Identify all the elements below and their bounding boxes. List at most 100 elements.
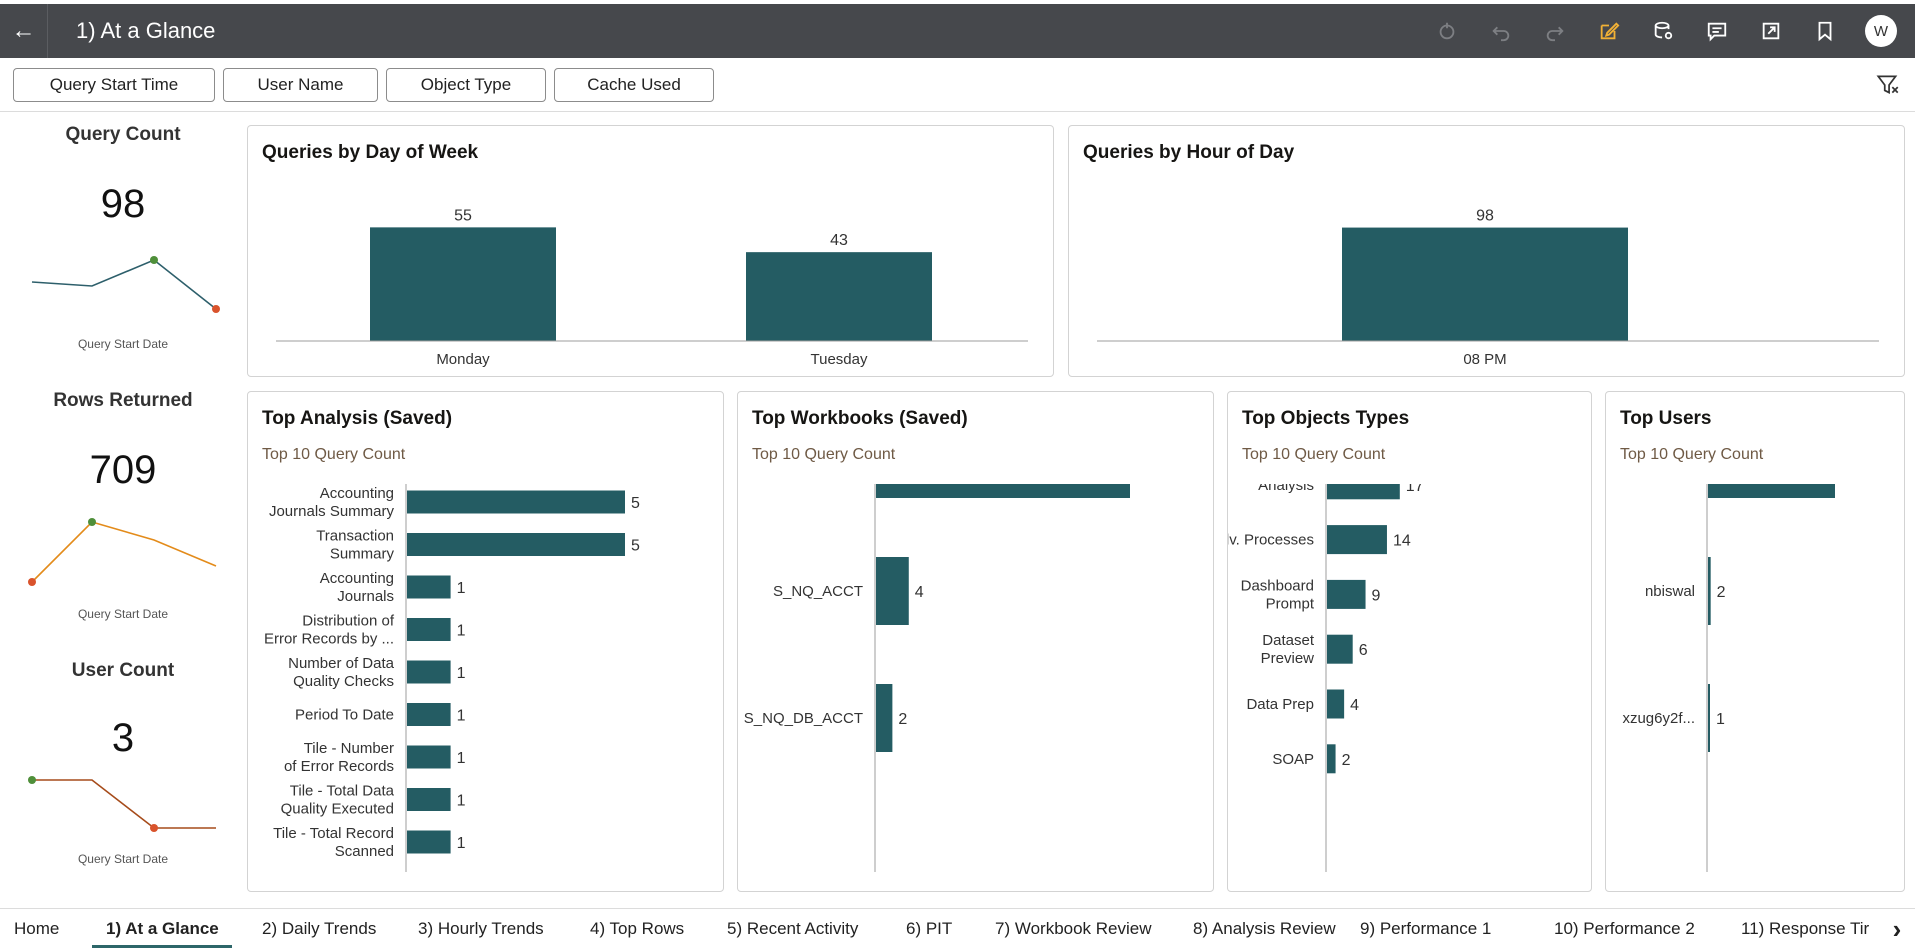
tabs-scroll-right-button[interactable]: › — [1879, 909, 1915, 948]
bar-accounting-journals[interactable] — [407, 575, 451, 599]
card-top-object-types[interactable]: Top Objects Types Top 10 Query Count 46W… — [1227, 391, 1592, 892]
data-label-number-of-data-quality-checks: 1 — [457, 665, 466, 682]
filter-icon[interactable] — [1875, 72, 1901, 98]
export-button[interactable] — [1755, 15, 1787, 47]
data-label-xzug6y2f: 1 — [1716, 711, 1725, 728]
data-label-tile-total-record-scanned: 1 — [457, 835, 466, 852]
card-top-users[interactable]: Top Users Top 10 Query Count 95fsafnd_u.… — [1605, 391, 1905, 892]
bar-chart: 55 Monday 43 Tuesday — [276, 207, 1028, 368]
card-queries-by-hour[interactable]: Queries by Hour of Day 98 08 PM — [1068, 125, 1905, 377]
bar-fsafnd-u[interactable] — [1708, 484, 1835, 498]
tab-9-performance-1[interactable]: 9) Performance 1 — [1360, 919, 1492, 938]
bar-accounting-journals-summary[interactable] — [407, 490, 625, 514]
bar-transaction-summary[interactable] — [407, 533, 625, 556]
bar-s-nq-acct[interactable] — [876, 557, 909, 625]
y-tick-label-accounting-journals-summary: Accounting Journals Summary — [269, 485, 395, 520]
card-queries-by-day[interactable]: Queries by Day of Week 55 Monday 43 Tuesday — [247, 125, 1054, 377]
tab-11-response-tir[interactable]: 11) Response Tir — [1741, 919, 1870, 938]
bar-data-prep[interactable] — [1327, 689, 1345, 719]
bar-s-nq-db-acct[interactable] — [876, 684, 893, 752]
data-button[interactable] — [1647, 15, 1679, 47]
x-tick-label-08-pm: 08 PM — [1463, 351, 1506, 368]
bar-monday[interactable] — [370, 227, 556, 341]
bar-08-pm[interactable] — [1342, 227, 1628, 341]
bar-tile-total-data-quality-executed[interactable] — [407, 788, 451, 811]
bar-xzug6y2f[interactable] — [1708, 684, 1710, 752]
data-label-tuesday: 43 — [830, 232, 848, 249]
refresh-icon — [1439, 22, 1455, 40]
sparkline-line — [32, 779, 216, 829]
toolbar: W — [1431, 4, 1897, 58]
bar-tuesday[interactable] — [746, 252, 932, 341]
tab-2-daily-trends[interactable]: 2) Daily Trends — [262, 919, 377, 938]
bar-distribution-of-error-records-by[interactable] — [407, 618, 451, 641]
bar-number-of-data-quality-checks[interactable] — [407, 660, 451, 684]
sparkline-rows-returned[interactable] — [28, 516, 222, 586]
chevron-right-icon: › — [1892, 913, 1902, 944]
data-label-transaction-summary: 5 — [631, 538, 640, 555]
tab-home[interactable]: Home — [14, 919, 60, 938]
card-title: Top Workbooks (Saved) — [752, 408, 968, 429]
filter-object-type[interactable]: Object Type — [386, 68, 546, 102]
card-top-analysis[interactable]: Top Analysis (Saved) Top 10 Query Count … — [247, 391, 724, 892]
edit-button[interactable] — [1593, 15, 1625, 47]
arrow-left-icon: ← — [11, 17, 36, 44]
sparkline-query-count[interactable] — [28, 250, 222, 320]
undo-button[interactable] — [1485, 15, 1517, 47]
tab-4-top-rows[interactable]: 4) Top Rows — [590, 919, 685, 938]
data-label-dashboard-prompt: 9 — [1372, 587, 1381, 604]
card-title: Queries by Hour of Day — [1083, 142, 1295, 163]
data-label-data-prep: 4 — [1350, 697, 1359, 714]
x-tick-label-monday: Monday — [436, 351, 490, 368]
bar-dataset-preview[interactable] — [1327, 634, 1353, 664]
bookmark-icon — [1818, 21, 1832, 42]
tab-3-hourly-trends[interactable]: 3) Hourly Trends — [418, 919, 544, 938]
tab-10-performance-2[interactable]: 10) Performance 2 — [1554, 919, 1695, 938]
redo-button[interactable] — [1539, 15, 1571, 47]
edit-icon — [1600, 22, 1620, 40]
y-tick-label-soap: SOAP — [1272, 751, 1314, 768]
active-tab-indicator — [92, 945, 232, 948]
tab-5-recent-activity[interactable]: 5) Recent Activity — [727, 919, 859, 938]
sparkline-line — [31, 259, 217, 310]
data-label-soap: 2 — [1342, 752, 1351, 769]
sparkline-user-count[interactable] — [28, 772, 222, 842]
card-title: Queries by Day of Week — [262, 142, 479, 163]
filter-query-start-time[interactable]: Query Start Time — [13, 68, 215, 102]
kpi-caption-rows-returned: Query Start Date — [77, 607, 169, 621]
bar-nbiswal[interactable] — [1708, 557, 1711, 625]
data-icon — [1654, 21, 1673, 40]
filter-cache-used[interactable]: Cache Used — [554, 68, 714, 102]
bar-dashboard-prompt[interactable] — [1327, 579, 1366, 609]
bar-tile-total-record-scanned[interactable] — [407, 830, 451, 854]
card-top-workbooks[interactable]: Top Workbooks (Saved) Top 10 Query Count… — [737, 391, 1214, 892]
comment-button[interactable] — [1701, 15, 1733, 47]
bar-operational-analytics[interactable] — [876, 484, 1130, 498]
tab-8-analysis-review[interactable]: 8) Analysis Review — [1193, 919, 1336, 938]
bar-adv-processes[interactable] — [1327, 525, 1387, 555]
refresh-button[interactable] — [1431, 15, 1463, 47]
y-tick-label-period-to-date: Period To Date — [295, 707, 394, 724]
bar-tile-number-of-error-records[interactable] — [407, 745, 451, 769]
y-tick-label-tile-total-data-quality-executed: Tile - Total Data Quality Executed — [281, 783, 395, 818]
bar-period-to-date[interactable] — [407, 703, 451, 726]
y-tick-label-tile-total-record-scanned: Tile - Total Record Scanned — [273, 825, 394, 860]
redo-icon — [1546, 26, 1564, 42]
card-subtitle: Top 10 Query Count — [262, 446, 406, 463]
sparkline-point-high — [28, 776, 36, 784]
sparkline-point-high — [150, 256, 158, 264]
bar-analysis[interactable] — [1327, 484, 1400, 500]
user-avatar[interactable]: W — [1865, 15, 1897, 47]
tab-7-workbook-review[interactable]: 7) Workbook Review — [995, 919, 1152, 938]
y-tick-label-s-nq-acct: S_NQ_ACCT — [773, 583, 863, 600]
tab-1-at-a-glance[interactable]: 1) At a Glance — [106, 919, 219, 938]
back-button[interactable]: ← — [0, 4, 48, 58]
data-label-distribution-of-error-records-by: 1 — [457, 623, 466, 640]
tab-6-pit[interactable]: 6) PIT — [906, 919, 953, 938]
y-tick-label-xzug6y2f: xzug6y2f... — [1622, 710, 1695, 727]
bar-chart: 5 Accounting Journals Summary 5 Transaction S… — [264, 484, 640, 872]
filter-user-name[interactable]: User Name — [223, 68, 378, 102]
bookmark-button[interactable] — [1809, 15, 1841, 47]
bar-soap[interactable] — [1327, 744, 1336, 774]
y-tick-label-accounting-journals: Accounting Journals — [320, 570, 394, 605]
